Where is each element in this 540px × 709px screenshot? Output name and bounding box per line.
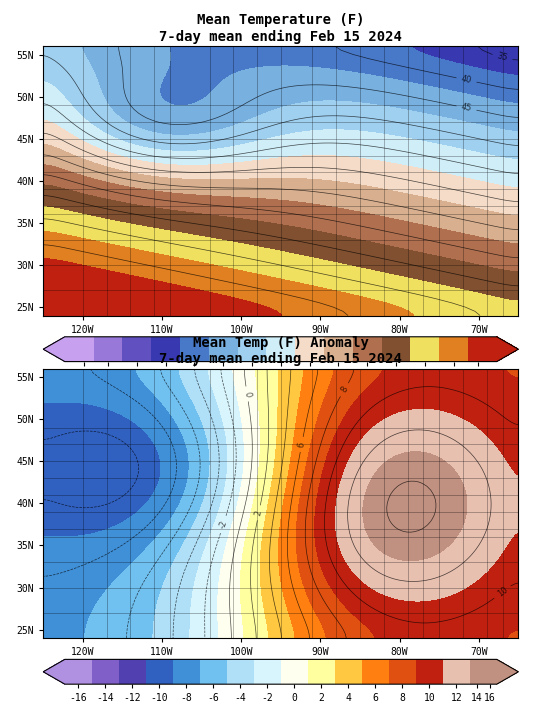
PathPatch shape (497, 337, 518, 362)
Text: 0: 0 (242, 391, 252, 397)
PathPatch shape (43, 659, 65, 684)
PathPatch shape (497, 659, 518, 684)
Text: 35: 35 (496, 52, 509, 63)
Text: 2: 2 (254, 509, 264, 516)
Title: Mean Temperature (F)
7-day mean ending Feb 15 2024: Mean Temperature (F) 7-day mean ending F… (159, 13, 402, 43)
Text: 8: 8 (339, 385, 349, 394)
Text: 45: 45 (461, 103, 472, 113)
Title: Mean Temp (F) Anomaly
7-day mean ending Feb 15 2024: Mean Temp (F) Anomaly 7-day mean ending … (159, 336, 402, 366)
Text: -2: -2 (218, 519, 229, 530)
PathPatch shape (43, 337, 65, 362)
Text: 10: 10 (496, 585, 509, 598)
Text: 6: 6 (297, 441, 307, 448)
Text: 40: 40 (461, 74, 472, 86)
